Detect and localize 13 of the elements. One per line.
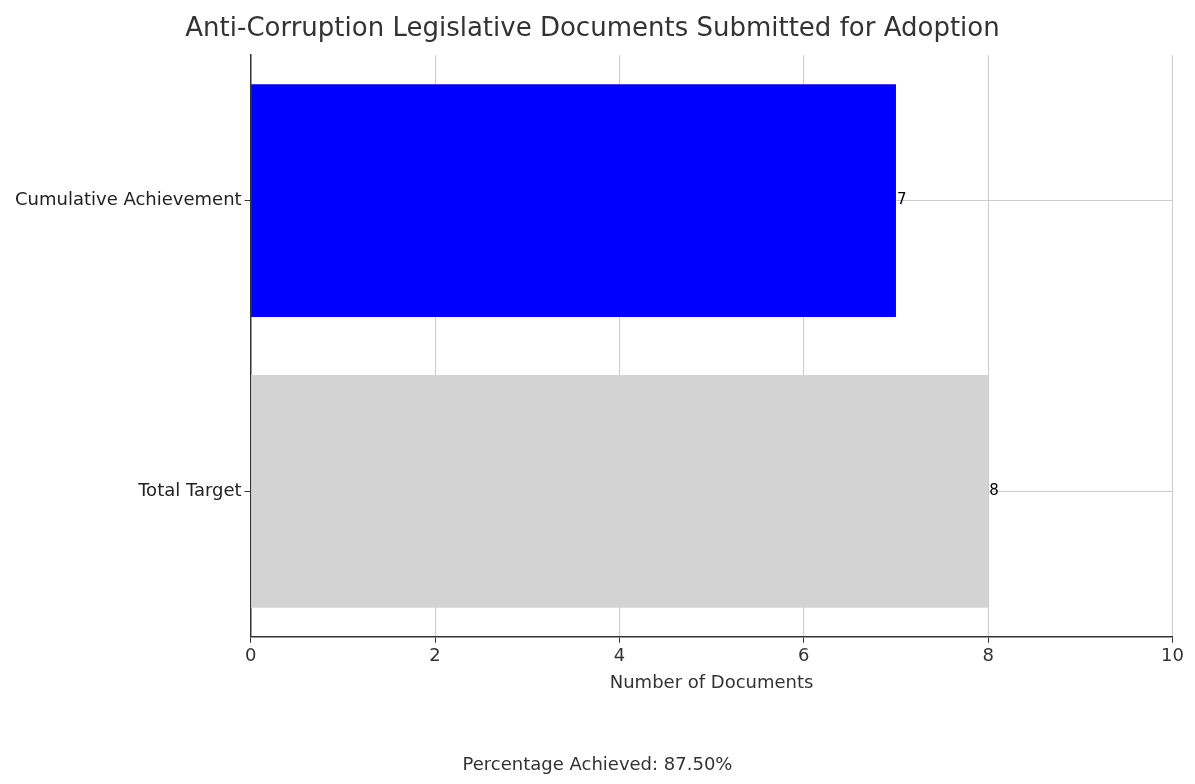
x-tick-label: 0 [244,644,257,666]
data-label: 8 [989,481,999,500]
chart-title: Anti-Corruption Legislative Documents Submitted for Adoption [185,12,1000,43]
x-tick-label: 10 [1161,644,1184,666]
x-tick-label: 6 [798,644,810,666]
data-label: 7 [896,190,907,209]
x-axis-title: Number of Documents [609,670,814,692]
y-tick-label: Total Target [137,479,242,501]
x-tick-label: 2 [429,644,441,666]
y-tick-label: Cumulative Achievement [14,188,242,210]
x-tick-label: 4 [613,644,626,666]
x-tick-label: 8 [982,644,994,666]
text: Percentage Achieved: 87.50% [462,753,733,774]
